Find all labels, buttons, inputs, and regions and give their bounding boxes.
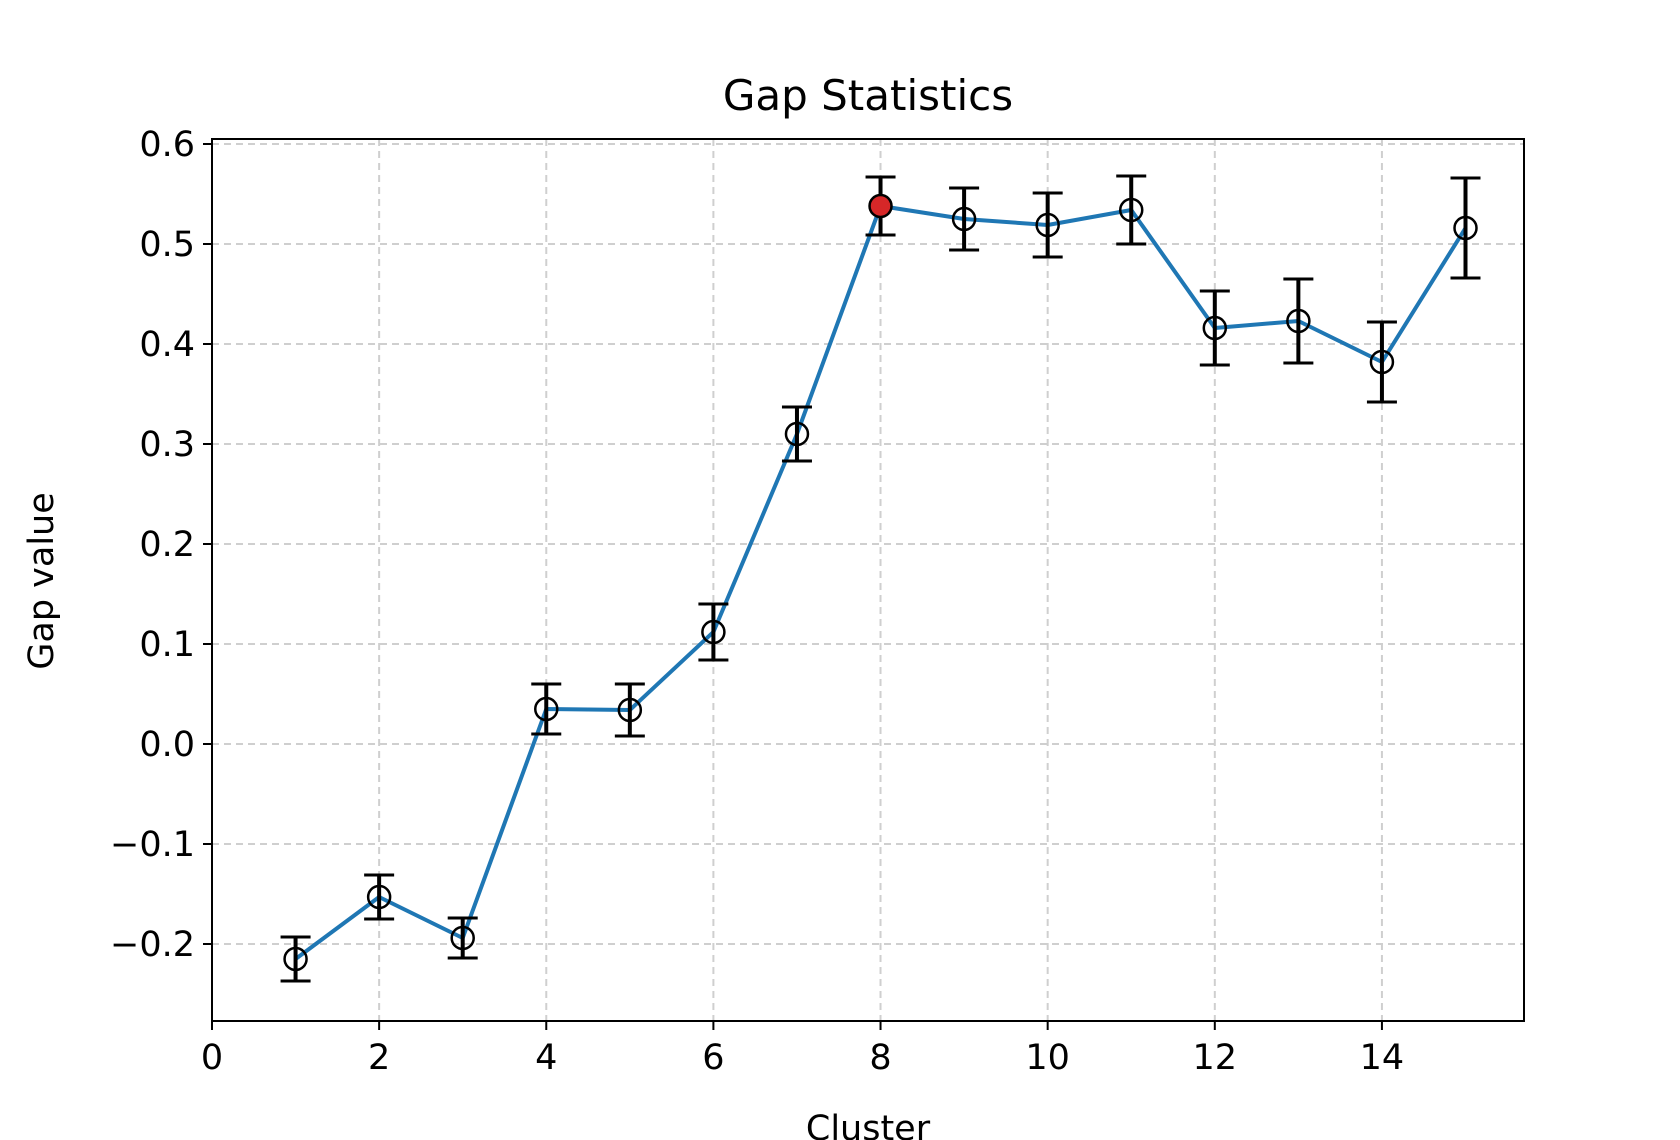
y-axis-label: Gap value	[22, 492, 62, 670]
data-point	[1202, 315, 1228, 341]
data-point	[366, 884, 392, 910]
errorbar	[1450, 176, 1481, 280]
errorbar	[949, 186, 980, 252]
data-point	[701, 619, 726, 645]
x-tick-label: 8	[869, 1038, 891, 1078]
y-tick-label: 0.0	[139, 725, 195, 765]
y-tick-label: 0.5	[139, 225, 195, 265]
errorbar	[698, 602, 729, 662]
data-point	[617, 697, 643, 723]
data-point	[450, 925, 475, 951]
y-tick-label: −0.2	[110, 925, 195, 965]
y-tick-label: −0.1	[110, 825, 195, 865]
errorbar	[614, 682, 645, 738]
data-point	[283, 946, 308, 972]
data-point	[784, 421, 810, 447]
x-tick-label: 14	[1360, 1038, 1405, 1078]
chart-title: Gap Statistics	[723, 71, 1013, 120]
x-tick-label: 0	[201, 1038, 223, 1078]
highlighted-data-point	[868, 193, 893, 219]
x-tick-label: 10	[1025, 1038, 1070, 1078]
grid-layer	[212, 139, 1524, 1021]
data-point	[534, 696, 559, 722]
x-axis-label: Cluster	[806, 1109, 931, 1140]
errorbar	[1032, 191, 1063, 259]
y-tick-label: 0.4	[139, 325, 195, 365]
errorbar	[1283, 277, 1314, 365]
y-tick-label: 0.2	[139, 525, 195, 565]
errorbar-layer	[280, 174, 1481, 983]
data-point	[1035, 212, 1060, 238]
errorbar	[280, 935, 311, 983]
errorbar	[1366, 320, 1397, 404]
x-tick-label: 12	[1193, 1038, 1238, 1078]
x-tick-label: 2	[368, 1038, 390, 1078]
data-point	[1286, 308, 1311, 334]
errorbar	[364, 873, 395, 921]
errorbar	[531, 682, 562, 736]
y-tick-label: 0.1	[139, 625, 195, 665]
errorbar	[781, 405, 812, 463]
tick-layer: 0 2 4 6 8 10 12 14 0.6 0.5 0.4 0.3 0.2 0.1 0.0 −0.1 −0.2	[110, 125, 1404, 1078]
y-tick-label: 0.6	[139, 125, 195, 165]
errorbar	[447, 916, 478, 960]
data-point	[951, 206, 977, 232]
x-tick-label: 6	[702, 1038, 724, 1078]
errorbar	[1116, 174, 1147, 246]
plot-frame	[211, 138, 1525, 1022]
data-point	[1453, 215, 1478, 241]
data-point	[1118, 197, 1144, 223]
marker-layer	[283, 193, 1478, 972]
y-tick-label: 0.3	[139, 425, 195, 465]
data-point	[1369, 349, 1395, 375]
x-tick-label: 4	[535, 1038, 557, 1078]
errorbar	[1199, 289, 1230, 367]
